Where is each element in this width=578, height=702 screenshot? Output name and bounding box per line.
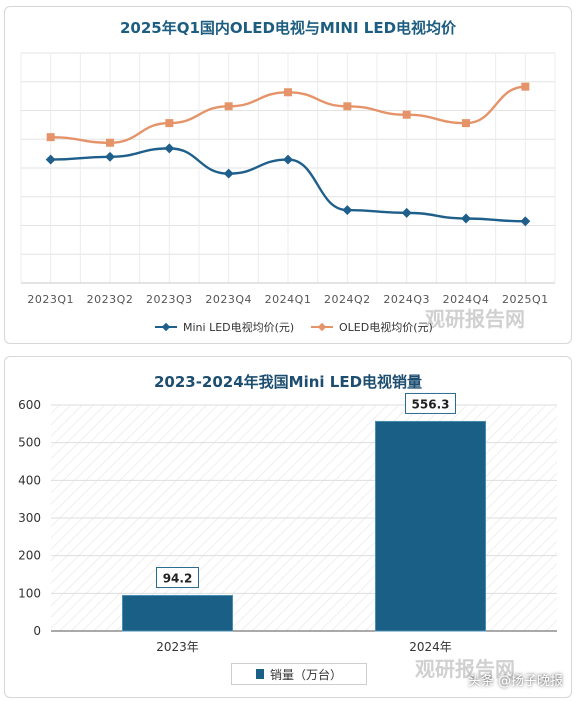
line-point-mini-led bbox=[401, 207, 412, 218]
line-point-oled bbox=[343, 102, 352, 111]
bar-chart-title: 2023-2024年我国Mini LED电视销量 bbox=[153, 373, 423, 391]
line-point-mini-led bbox=[45, 154, 56, 165]
legend-mini-led-marker bbox=[155, 326, 177, 328]
line-point-oled bbox=[462, 119, 470, 128]
bar-y-tick-label: 200 bbox=[18, 549, 41, 563]
line-point-oled bbox=[402, 110, 411, 119]
bar-y-tick-label: 600 bbox=[18, 398, 41, 412]
line-point-mini-led bbox=[164, 143, 175, 154]
bar-data-label-box bbox=[156, 567, 199, 589]
line-x-tick-label: 2023Q3 bbox=[146, 293, 193, 306]
line-point-mini-led bbox=[283, 154, 293, 165]
legend-oled: OLED电视均价(元) bbox=[311, 319, 433, 335]
bar-chart-svg: 0 100 200 300 400 500 600 94.2 2023年 556.3 2024年 bbox=[18, 392, 557, 654]
line-point-oled bbox=[521, 82, 530, 91]
legend-oled-marker bbox=[311, 326, 333, 328]
bar-x-tick-label: 2023年 bbox=[156, 640, 199, 654]
legend-mini-led-label: Mini LED电视均价(元) bbox=[183, 321, 295, 334]
line-x-tick-label: 2023Q1 bbox=[27, 293, 74, 306]
line-point-oled bbox=[46, 133, 55, 142]
line-point-oled bbox=[224, 102, 233, 111]
line-x-tick-label: 2024Q4 bbox=[443, 293, 490, 306]
bar-data-label-box bbox=[405, 392, 456, 414]
line-chart-title: 2025年Q1国内OLED电视与MINI LED电视均价 bbox=[119, 19, 457, 37]
bar-legend: 销量（万台） bbox=[231, 663, 367, 685]
bar-legend-swatch bbox=[255, 669, 264, 679]
legend-oled-label: OLED电视均价(元) bbox=[339, 321, 433, 334]
bar-0 bbox=[122, 595, 233, 632]
line-x-tick-label: 2024Q1 bbox=[265, 293, 312, 306]
line-x-tick-label: 2024Q3 bbox=[383, 293, 430, 306]
line-point-mini-led bbox=[223, 168, 234, 179]
bar-chart-panel: 2023-2024年我国Mini LED电视销量 0 100 200 300 400 50… bbox=[4, 356, 572, 698]
line-x-tick-label: 2024Q2 bbox=[324, 293, 371, 306]
footer-credit: 头条 @扬子晚报 bbox=[467, 674, 563, 689]
bar-data-label: 94.2 bbox=[163, 572, 193, 586]
bar-y-tick-label: 0 bbox=[33, 624, 41, 638]
bar-y-tick-label: 500 bbox=[18, 436, 41, 450]
legend-mini-led: Mini LED电视均价(元) bbox=[155, 319, 294, 335]
line-point-mini-led bbox=[520, 216, 531, 227]
line-chart-svg: 2023Q1 2023Q2 2023Q3 2023Q4 2024Q1 2024Q2 2024… bbox=[20, 52, 556, 306]
watermark-bottom: 观研报告网 bbox=[415, 657, 515, 681]
bar-1 bbox=[375, 420, 486, 632]
line-point-mini-led bbox=[105, 151, 115, 162]
bar-y-tick-label: 400 bbox=[18, 473, 41, 487]
line-x-tick-label: 2025Q1 bbox=[502, 293, 549, 306]
bar-data-label: 556.3 bbox=[412, 397, 450, 411]
bar-y-tick-label: 300 bbox=[18, 511, 41, 525]
line-point-mini-led bbox=[461, 213, 471, 224]
watermark-top: 观研报告网 bbox=[425, 307, 525, 331]
line-point-mini-led bbox=[342, 205, 353, 216]
line-point-oled bbox=[284, 88, 292, 97]
line-x-tick-label: 2023Q4 bbox=[205, 293, 252, 306]
bar-legend-label: 销量（万台） bbox=[269, 667, 342, 682]
bar-y-tick-label: 100 bbox=[18, 586, 41, 600]
line-chart-panel: 2025年Q1国内OLED电视与MINI LED电视均价 2023Q1 2023Q… bbox=[4, 6, 572, 344]
line-point-oled bbox=[165, 119, 174, 128]
line-x-tick-label: 2023Q2 bbox=[87, 293, 134, 306]
line-point-oled bbox=[106, 138, 114, 147]
bar-x-tick-label: 2024年 bbox=[409, 640, 452, 654]
